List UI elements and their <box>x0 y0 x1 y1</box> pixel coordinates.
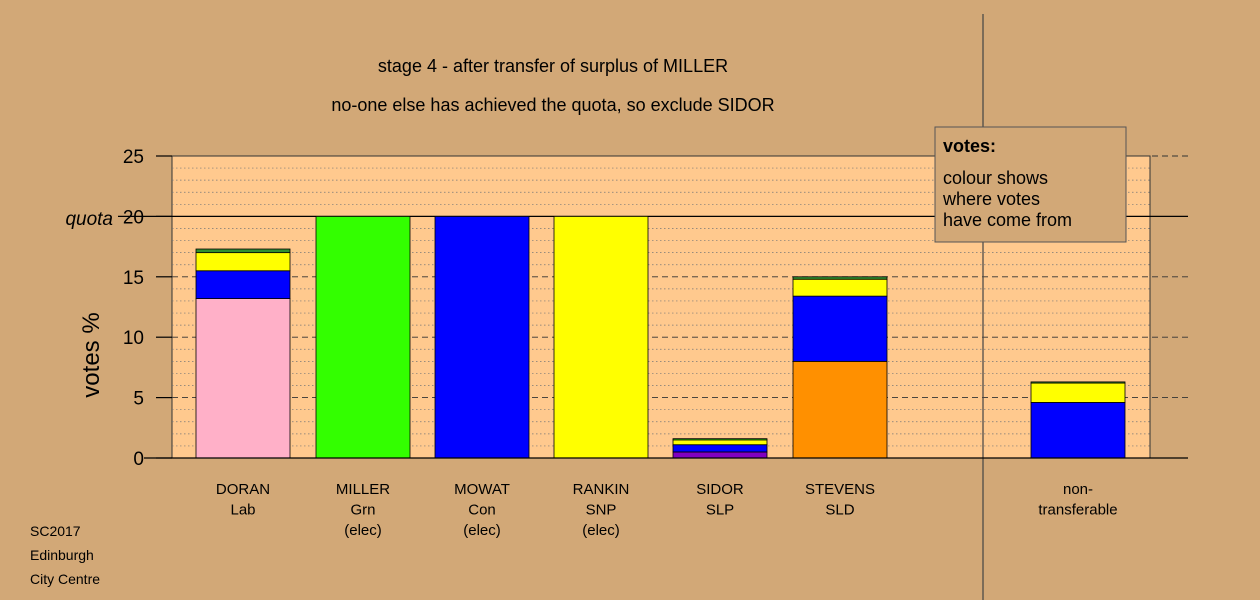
x-tick-label: Grn <box>350 502 375 519</box>
quota-label: quota <box>65 209 113 230</box>
y-tick-label: 15 <box>123 268 144 289</box>
bar-segment <box>792 278 888 297</box>
legend-line: where votes <box>942 189 1040 209</box>
bar-segment <box>195 298 291 459</box>
bar-segment <box>792 360 888 459</box>
bar-segment <box>195 270 291 299</box>
x-tick-label: (elec) <box>582 522 620 539</box>
y-tick-label: 5 <box>133 389 144 410</box>
bar-segment <box>672 439 768 446</box>
bar-segment <box>1030 381 1126 384</box>
x-tick-label: SLD <box>825 502 854 519</box>
bar-segment <box>672 438 768 441</box>
chart-title-line2: no-one else has achieved the quota, so e… <box>331 95 774 115</box>
x-tick-label: RANKIN <box>573 481 630 498</box>
bar-segment <box>195 252 291 272</box>
chart-title-line1: stage 4 - after transfer of surplus of M… <box>378 56 728 76</box>
legend-line: colour shows <box>943 168 1048 188</box>
footer-line: Edinburgh <box>30 547 94 563</box>
x-tick-label: SIDOR <box>696 481 744 498</box>
bar-segment <box>792 276 888 280</box>
x-tick-label: (elec) <box>344 522 382 539</box>
bar-segment <box>672 451 768 459</box>
x-tick-label: STEVENS <box>805 481 875 498</box>
bars: DORAN Lab MILLER Grn (elec) MOWAT Con (elec) RAN… <box>195 215 1126 539</box>
x-tick-label: MOWAT <box>454 481 510 498</box>
x-tick-label: non- <box>1063 481 1093 498</box>
grid-lines <box>118 155 1188 447</box>
x-tick-label: SLP <box>706 502 734 519</box>
bar-segment <box>434 215 530 459</box>
axes: 0 5 10 15 20 25 <box>123 14 1188 600</box>
legend-frame <box>934 126 1127 243</box>
footer-line: SC2017 <box>30 523 81 539</box>
legend-line: have come from <box>943 210 1072 230</box>
x-tick-label: MILLER <box>336 481 390 498</box>
bar-segment <box>1030 382 1126 403</box>
y-axis-label: votes % <box>78 312 105 397</box>
bar-segment <box>1030 402 1126 459</box>
y-tick-label: 20 <box>123 207 144 228</box>
x-tick-label: transferable <box>1038 502 1117 519</box>
y-tick-label: 25 <box>123 147 144 168</box>
bar-segment <box>672 444 768 453</box>
legend-box: votes: colour shows where votes have com… <box>934 126 1127 243</box>
footer-line: City Centre <box>30 571 100 587</box>
bar-segment <box>315 215 411 459</box>
x-tick-label: DORAN <box>216 481 270 498</box>
y-tick-label: 0 <box>133 449 144 470</box>
bar-segment <box>553 215 649 459</box>
x-tick-label: Lab <box>230 502 255 519</box>
x-tick-label: SNP <box>586 502 617 519</box>
bar-segment <box>195 248 291 254</box>
x-tick-label: (elec) <box>463 522 501 539</box>
bar-segment <box>792 295 888 362</box>
y-tick-label: 10 <box>123 328 144 349</box>
x-tick-label: Con <box>468 502 496 519</box>
legend-heading: votes: <box>943 136 996 156</box>
